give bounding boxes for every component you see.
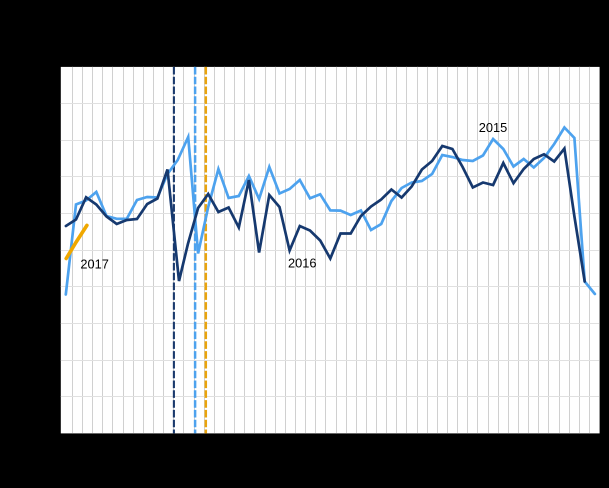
svg-text:2016: 2016	[288, 256, 316, 271]
svg-text:2017: 2017	[80, 256, 108, 271]
svg-text:2015: 2015	[479, 120, 507, 135]
